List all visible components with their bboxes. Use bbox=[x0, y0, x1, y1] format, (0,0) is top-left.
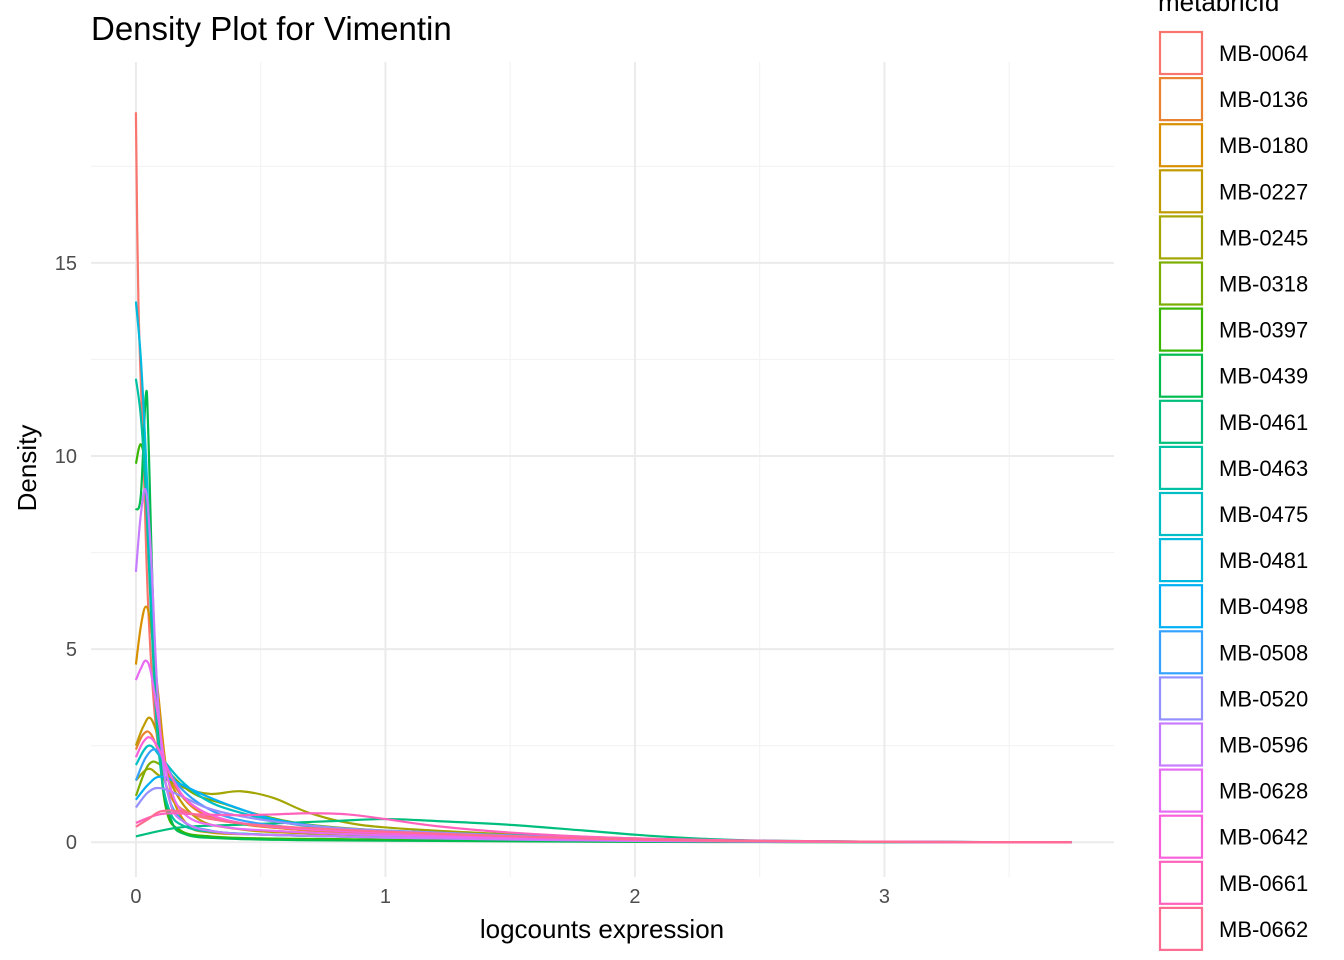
legend-label: MB-0508 bbox=[1219, 640, 1308, 665]
x-tick-label: 0 bbox=[130, 886, 141, 908]
legend-key bbox=[1158, 768, 1204, 813]
legend-key bbox=[1158, 630, 1204, 675]
legend-key bbox=[1158, 30, 1204, 76]
legend-key bbox=[1158, 353, 1204, 398]
y-tick-label: 5 bbox=[66, 639, 77, 661]
x-tick-label: 2 bbox=[629, 886, 640, 908]
y-tick-label: 10 bbox=[55, 446, 77, 468]
y-axis-title: Density bbox=[12, 425, 42, 512]
x-tick-label: 3 bbox=[879, 886, 890, 908]
legend-items: MB-0064 MB-0136 MB-0180 MB-0227 MB-0245 MB-03… bbox=[1158, 30, 1308, 952]
legend-key bbox=[1158, 491, 1204, 537]
series-lines bbox=[134, 112, 1072, 844]
legend-key bbox=[1158, 307, 1204, 352]
legend-label: MB-0318 bbox=[1219, 272, 1308, 297]
legend-key bbox=[1158, 76, 1204, 122]
legend-key bbox=[1158, 215, 1204, 260]
series-line-mb-0064 bbox=[134, 112, 1072, 844]
series-line-mb-0439 bbox=[134, 389, 1072, 844]
series-line-mb-0662 bbox=[135, 809, 1072, 844]
series-line-mb-0481 bbox=[134, 301, 1072, 844]
legend-key bbox=[1158, 676, 1204, 721]
legend-label: MB-0628 bbox=[1219, 779, 1308, 804]
legend-label: MB-0661 bbox=[1219, 871, 1308, 896]
y-axis-ticks: 0 5 10 15 bbox=[55, 253, 77, 854]
series-line-mb-0397 bbox=[134, 443, 1072, 844]
legend-key bbox=[1158, 722, 1204, 767]
legend-label: MB-0463 bbox=[1219, 456, 1308, 481]
series-line-mb-0180 bbox=[134, 605, 1072, 844]
legend-key bbox=[1158, 814, 1204, 859]
series-line-mb-0463 bbox=[134, 378, 1072, 844]
x-axis-ticks: 0 1 2 3 bbox=[130, 886, 890, 908]
x-axis-title: logcounts expression bbox=[480, 914, 724, 944]
legend-key bbox=[1158, 169, 1204, 214]
legend-key bbox=[1158, 584, 1204, 629]
gridlines bbox=[91, 62, 1114, 877]
legend-label: MB-0461 bbox=[1219, 410, 1308, 435]
chart-title: Density Plot for Vimentin bbox=[91, 10, 452, 47]
legend-key bbox=[1158, 537, 1204, 583]
legend-label: MB-0397 bbox=[1219, 318, 1308, 343]
legend-key bbox=[1158, 123, 1204, 168]
x-tick-label: 1 bbox=[380, 886, 391, 908]
legend-key bbox=[1158, 399, 1204, 444]
legend-key bbox=[1158, 906, 1204, 952]
legend-label: MB-0596 bbox=[1219, 733, 1308, 758]
legend-key bbox=[1158, 445, 1204, 490]
legend-label: MB-0227 bbox=[1219, 179, 1308, 204]
legend-label: MB-0136 bbox=[1219, 87, 1308, 112]
legend-key bbox=[1158, 261, 1204, 306]
legend-label: MB-0498 bbox=[1219, 594, 1308, 619]
y-tick-label: 15 bbox=[55, 253, 77, 275]
legend-label: MB-0481 bbox=[1219, 548, 1308, 573]
legend: metabricId MB-0064MB-0136MB-0180MB-0227M… bbox=[1158, 0, 1308, 952]
legend-label: MB-0520 bbox=[1219, 686, 1308, 711]
legend-label: MB-0642 bbox=[1219, 825, 1308, 850]
legend-label: MB-0439 bbox=[1219, 364, 1308, 389]
y-tick-label: 0 bbox=[66, 832, 77, 854]
legend-label: MB-0475 bbox=[1219, 502, 1308, 527]
legend-label: MB-0245 bbox=[1219, 225, 1308, 250]
legend-label: MB-0662 bbox=[1219, 917, 1308, 942]
series-line-mb-0596 bbox=[134, 488, 1072, 844]
legend-label: MB-0180 bbox=[1219, 133, 1308, 158]
legend-title: metabricId bbox=[1158, 0, 1279, 17]
legend-label: MB-0064 bbox=[1219, 41, 1308, 66]
legend-key bbox=[1158, 860, 1204, 905]
